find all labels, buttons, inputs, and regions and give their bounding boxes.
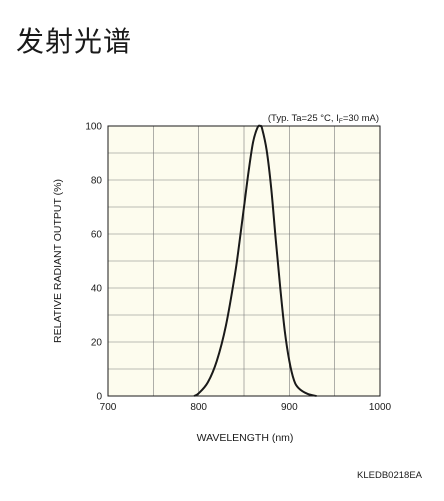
x-axis-title: WAVELENGTH (nm) <box>197 432 294 444</box>
x-tick-label: 1000 <box>369 402 392 413</box>
y-tick-label: 80 <box>91 176 103 187</box>
spectrum-curve <box>193 124 317 397</box>
x-tick-label: 800 <box>190 402 207 413</box>
y-tick-label: 0 <box>96 392 102 403</box>
plot-frame <box>107 125 381 397</box>
y-tick-label: 60 <box>91 230 103 241</box>
conditions-annotation: (Typ. Ta=25 °C, IF=30 mA) <box>268 113 379 125</box>
document-code: KLEDB0218EA <box>357 470 423 481</box>
annotation-subscript: F <box>339 118 343 125</box>
y-tick-label: 20 <box>91 338 103 349</box>
plot-border <box>107 125 381 397</box>
y-tick-label: 40 <box>91 284 103 295</box>
x-tick-label: 900 <box>281 402 298 413</box>
annotation-text: (Typ. Ta=25 °C, I <box>268 113 339 124</box>
y-axis-title: RELATIVE RADIANT OUTPUT (%) <box>52 179 64 343</box>
annotation-tail: =30 mA) <box>343 113 379 124</box>
series-layer <box>193 124 317 397</box>
y-tick-labels: 0 20 40 60 80 100 <box>85 122 102 403</box>
x-tick-label: 700 <box>100 402 117 413</box>
page-title: 发射光谱 <box>16 25 133 58</box>
y-tick-label: 100 <box>85 122 102 133</box>
x-tick-labels: 700 800 900 1000 <box>100 402 392 413</box>
